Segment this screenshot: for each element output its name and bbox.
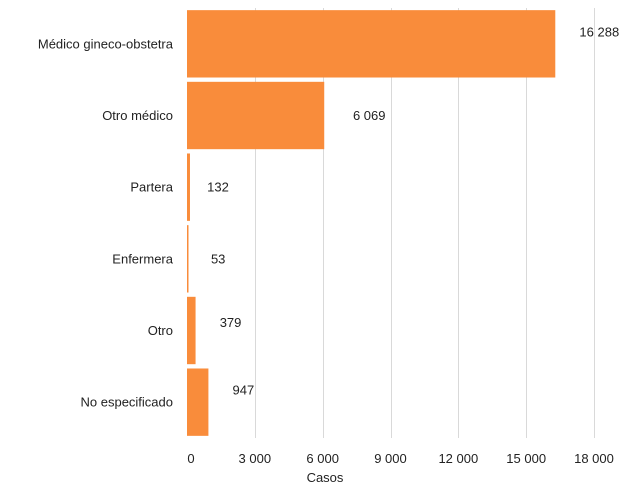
category-label-1: Otro médico — [102, 108, 173, 123]
x-tick-label-2: 6 000 — [306, 451, 339, 466]
category-label-5: No especificado — [81, 395, 174, 410]
x-tick-labels: 0 3 000 6 000 9 000 12 000 15 000 18 000 — [187, 451, 614, 466]
value-label-0: 16 288 — [579, 24, 619, 39]
category-label-4: Otro — [148, 323, 173, 338]
value-label-1: 6 069 — [353, 108, 386, 123]
value-label-3: 53 — [211, 251, 225, 266]
x-tick-label-0: 0 — [187, 451, 194, 466]
x-tick-label-3: 9 000 — [374, 451, 407, 466]
value-label-4: 379 — [220, 315, 242, 330]
category-labels: Médico gineco-obstetra Otro médico Partera… — [38, 36, 174, 409]
x-axis-title: Casos — [307, 470, 344, 485]
x-tick-label-6: 18 000 — [574, 451, 614, 466]
bar-3 — [187, 225, 189, 293]
bar-1 — [187, 81, 325, 150]
x-tick-label-4: 12 000 — [438, 451, 478, 466]
grid-lines — [255, 8, 595, 438]
bars — [187, 10, 556, 436]
value-labels: 16 288 6 069 132 53 379 947 — [207, 24, 619, 397]
value-label-2: 132 — [207, 180, 229, 195]
value-label-5: 947 — [233, 383, 255, 398]
bar-2 — [187, 153, 190, 221]
x-tick-label-1: 3 000 — [239, 451, 272, 466]
category-label-2: Partera — [130, 180, 173, 195]
bar-4 — [187, 296, 196, 365]
bar-0 — [187, 10, 556, 78]
category-label-3: Enfermera — [112, 251, 173, 266]
category-label-0: Médico gineco-obstetra — [38, 36, 174, 51]
bar-5 — [187, 368, 209, 436]
x-tick-label-5: 15 000 — [506, 451, 546, 466]
